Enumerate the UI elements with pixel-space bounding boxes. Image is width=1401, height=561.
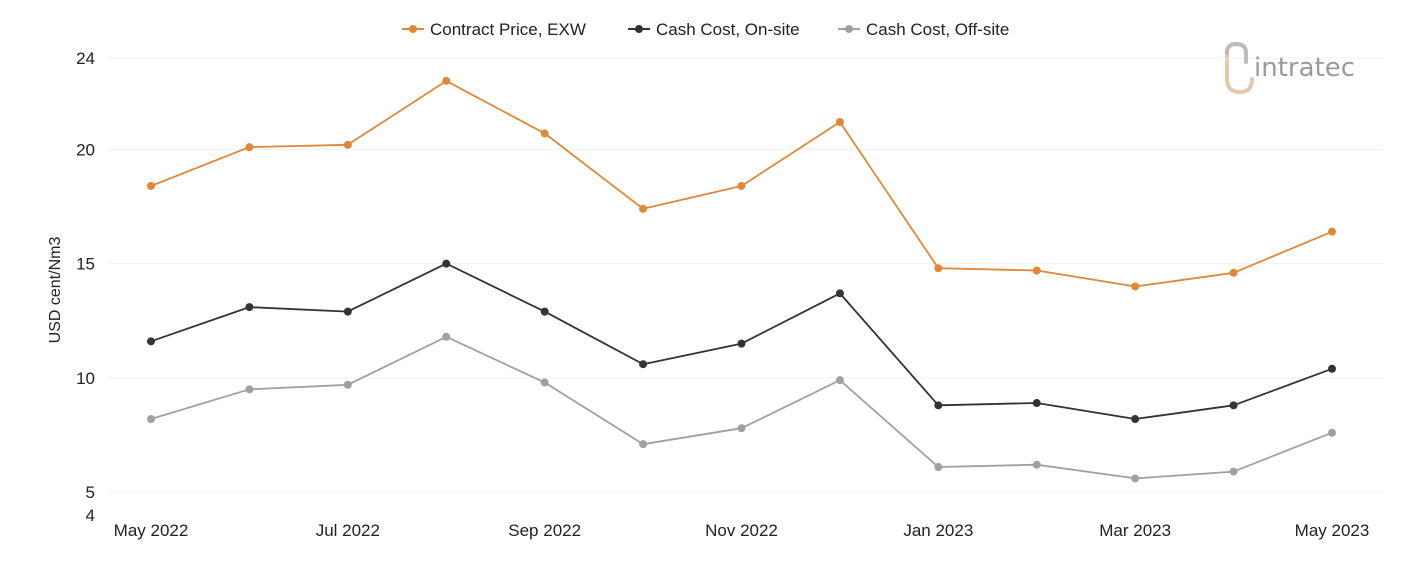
legend-swatch-marker [635, 25, 643, 33]
data-point [835, 289, 844, 298]
brand-name: intratec [1254, 53, 1355, 83]
series-2 [147, 259, 1336, 424]
brand-logo: intratec [1225, 41, 1355, 95]
data-point [639, 440, 648, 449]
series-3 [147, 332, 1336, 483]
data-point [1032, 399, 1041, 408]
series-layer [147, 76, 1336, 483]
x-tick-label: May 2023 [1295, 521, 1370, 540]
data-point [147, 181, 155, 190]
legend-item[interactable]: Contract Price, EXW [402, 20, 586, 39]
y-axis-label: USD cent/Nm3 [47, 237, 64, 344]
data-point [1032, 266, 1041, 275]
y-tick-label: 4 [86, 506, 95, 525]
data-point [835, 117, 844, 126]
legend-item[interactable]: Cash Cost, Off-site [838, 20, 1009, 39]
legend[interactable]: Contract Price, EXW Cash Cost, On-site Cas… [402, 20, 1009, 39]
data-point [1131, 282, 1140, 291]
data-point [245, 303, 254, 312]
data-point [737, 424, 746, 433]
legend-label: Contract Price, EXW [430, 20, 586, 39]
series-line [150, 335, 1333, 480]
y-tick-label: 15 [76, 255, 95, 274]
data-point [147, 337, 155, 346]
y-axis-ticks: 4 5 10 15 20 24 [76, 49, 95, 525]
legend-label: Cash Cost, On-site [656, 20, 800, 39]
data-point [1328, 364, 1336, 373]
data-point [1229, 401, 1238, 410]
x-tick-label: Jul 2022 [316, 521, 380, 540]
data-point [1328, 227, 1336, 236]
grid-lines [108, 57, 1383, 493]
data-point [1131, 415, 1140, 424]
legend-item[interactable]: Cash Cost, On-site [628, 20, 800, 39]
data-point [1131, 474, 1140, 483]
data-point [540, 378, 549, 387]
data-point [1229, 268, 1238, 277]
data-point [1229, 467, 1238, 476]
legend-swatch-marker [409, 25, 417, 33]
data-point [835, 376, 844, 385]
data-point [934, 264, 943, 273]
data-point [934, 463, 943, 472]
data-point [1032, 460, 1041, 469]
data-point [442, 332, 451, 341]
x-tick-label: Sep 2022 [508, 521, 581, 540]
x-tick-label: Nov 2022 [705, 521, 778, 540]
legend-label: Cash Cost, Off-site [866, 20, 1009, 39]
y-tick-label: 10 [76, 369, 95, 388]
data-point [737, 181, 746, 190]
data-point [540, 129, 549, 138]
x-tick-label: May 2022 [114, 521, 189, 540]
data-point [147, 415, 155, 424]
y-tick-label: 5 [86, 483, 95, 502]
series-1 [147, 76, 1336, 291]
x-axis-ticks: May 2022 Jul 2022 Sep 2022 Nov 2022 Jan 2023… [114, 521, 1370, 540]
data-point [343, 380, 352, 389]
data-point [639, 360, 648, 369]
data-point [245, 385, 254, 394]
y-tick-label: 20 [76, 140, 95, 159]
data-point [343, 307, 352, 316]
legend-swatch-marker [845, 25, 853, 33]
data-point [442, 76, 451, 85]
x-tick-label: Jan 2023 [903, 521, 973, 540]
data-point [442, 259, 451, 268]
data-point [737, 339, 746, 348]
y-tick-label: 24 [76, 49, 95, 68]
data-point [540, 307, 549, 316]
data-point [245, 143, 254, 152]
x-tick-label: Mar 2023 [1099, 521, 1171, 540]
data-point [1328, 428, 1336, 437]
data-point [639, 204, 648, 213]
data-point [343, 140, 352, 149]
data-point [934, 401, 943, 410]
intratec-logo-icon [1225, 41, 1254, 95]
